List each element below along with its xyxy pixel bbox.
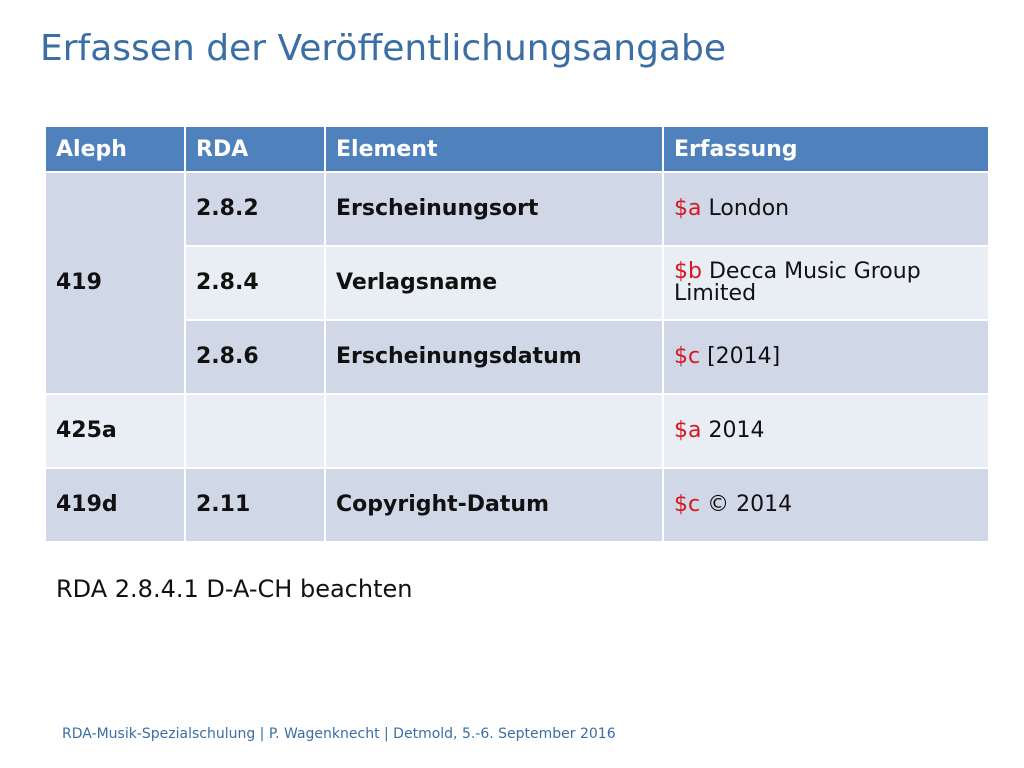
publication-table: Aleph RDA Element Erfassung 419 2.8.2 Er… — [44, 125, 990, 543]
footer: RDA-Musik-Spezialschulung | P. Wagenknec… — [62, 726, 616, 742]
header-rda: RDA — [184, 125, 326, 173]
table-row: 419d 2.11 Copyright-Datum $c © 2014 — [44, 467, 990, 543]
erfassung-cell: $c [2014] — [662, 319, 990, 395]
subfield-value: London — [708, 196, 790, 221]
element-cell: Erscheinungsdatum — [324, 319, 664, 395]
rda-cell: 2.8.6 — [184, 319, 326, 395]
subfield-value: 2014 — [708, 418, 765, 443]
slide-title: Erfassen der Veröffentlichungsangabe — [40, 28, 726, 69]
aleph-cell: 419d — [44, 467, 186, 543]
subfield-code: $a — [674, 196, 702, 221]
subfield-code: $c — [674, 492, 701, 517]
subfield-code: $b — [674, 259, 702, 284]
rda-cell — [184, 393, 326, 469]
rda-note: RDA 2.8.4.1 D-A-CH beachten — [56, 575, 413, 603]
element-cell — [324, 393, 664, 469]
table-header-row: Aleph RDA Element Erfassung — [44, 125, 990, 173]
rda-cell: 2.8.4 — [184, 245, 326, 321]
subfield-code: $a — [674, 418, 702, 443]
subfield-value: [2014] — [707, 344, 781, 369]
aleph-cell: 419 — [44, 171, 186, 395]
aleph-cell: 425a — [44, 393, 186, 469]
element-cell: Erscheinungsort — [324, 171, 664, 247]
erfassung-cell: $b Decca Music Group Limited — [662, 245, 990, 321]
table-row: 2.8.6 Erscheinungsdatum $c [2014] — [45, 319, 990, 395]
rda-cell: 2.11 — [184, 467, 326, 543]
element-cell: Copyright-Datum — [324, 467, 664, 543]
rda-cell: 2.8.2 — [184, 171, 326, 247]
header-element: Element — [324, 125, 664, 173]
subfield-code: $c — [674, 344, 701, 369]
erfassung-cell: $a 2014 — [662, 393, 990, 469]
subfield-value: © 2014 — [707, 492, 793, 517]
table-row: 425a $a 2014 — [44, 393, 990, 469]
header-aleph: Aleph — [44, 125, 186, 173]
header-erfassung: Erfassung — [662, 125, 990, 173]
table-row: 419 2.8.2 Erscheinungsort $a London — [44, 171, 990, 395]
erfassung-cell: $c © 2014 — [662, 467, 990, 543]
element-cell: Verlagsname — [324, 245, 664, 321]
subfield-value: Decca Music Group Limited — [674, 259, 921, 306]
table-row: 2.8.4 Verlagsname $b Decca Music Group L… — [45, 245, 990, 321]
erfassung-cell: $a London — [662, 171, 990, 247]
